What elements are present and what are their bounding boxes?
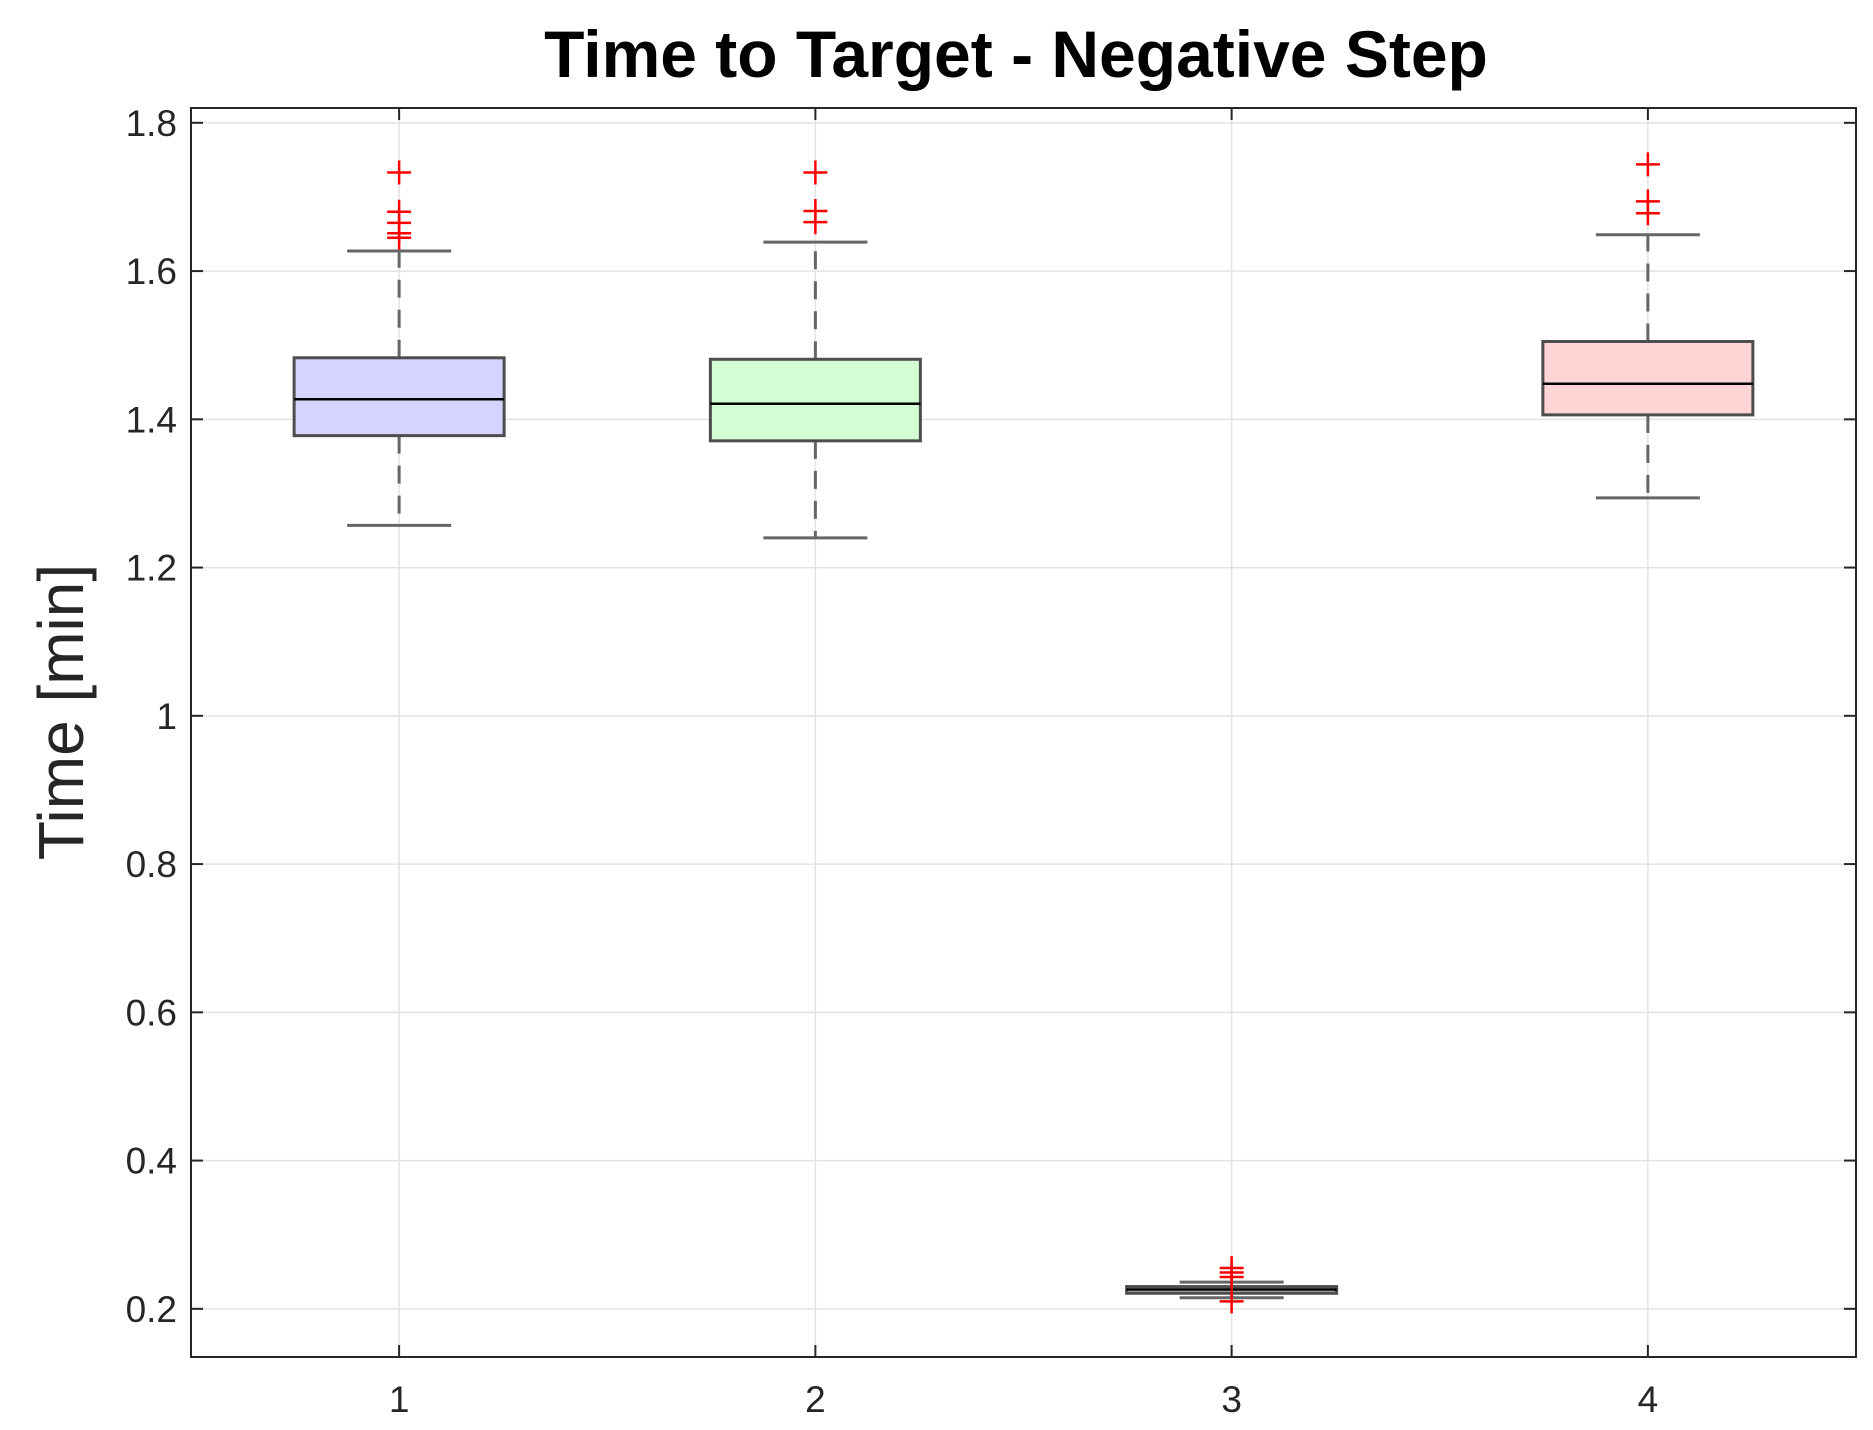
outlier-marker bbox=[803, 210, 828, 235]
box-group-4 bbox=[1541, 152, 1755, 500]
box-group-1 bbox=[292, 160, 506, 527]
chart-title: Time to Target - Negative Step bbox=[544, 17, 1488, 91]
outlier-marker bbox=[387, 160, 412, 185]
y-tick-label: 1.8 bbox=[126, 103, 177, 144]
y-axis-label: Time [min] bbox=[25, 564, 97, 860]
y-tick-label: 1 bbox=[156, 696, 177, 737]
box-group-2 bbox=[708, 160, 922, 540]
x-tick-label: 1 bbox=[389, 1379, 410, 1420]
x-tick-label: 3 bbox=[1221, 1379, 1242, 1420]
y-tick-label: 1.4 bbox=[126, 399, 177, 440]
outlier-marker bbox=[803, 160, 828, 185]
y-tick-label: 0.2 bbox=[126, 1289, 177, 1330]
y-tick-label: 0.8 bbox=[126, 844, 177, 885]
box-iqr bbox=[292, 356, 506, 438]
outlier-marker bbox=[1635, 201, 1660, 226]
plot-background bbox=[191, 108, 1856, 1357]
outlier-marker bbox=[1219, 1264, 1244, 1289]
box-iqr bbox=[1541, 339, 1755, 417]
outlier-marker bbox=[1219, 1289, 1244, 1314]
x-tick-label: 4 bbox=[1638, 1379, 1659, 1420]
axes-frame bbox=[190, 107, 1857, 1358]
outlier-marker bbox=[387, 225, 412, 250]
x-tick-label: 2 bbox=[805, 1379, 826, 1420]
box-iqr bbox=[708, 357, 922, 443]
y-tick-label: 1.2 bbox=[126, 548, 177, 589]
plot-area: 0.2 0.4 0.6 0.8 1 1.2 1.4 1.6 1.8 1 2 3 4 bbox=[126, 103, 1857, 1420]
y-tick-label: 0.6 bbox=[126, 992, 177, 1033]
y-tick-label: 1.6 bbox=[126, 251, 177, 292]
y-tick-label: 0.4 bbox=[126, 1141, 177, 1182]
box-group-3 bbox=[1125, 1256, 1339, 1314]
outlier-marker bbox=[1635, 152, 1660, 177]
